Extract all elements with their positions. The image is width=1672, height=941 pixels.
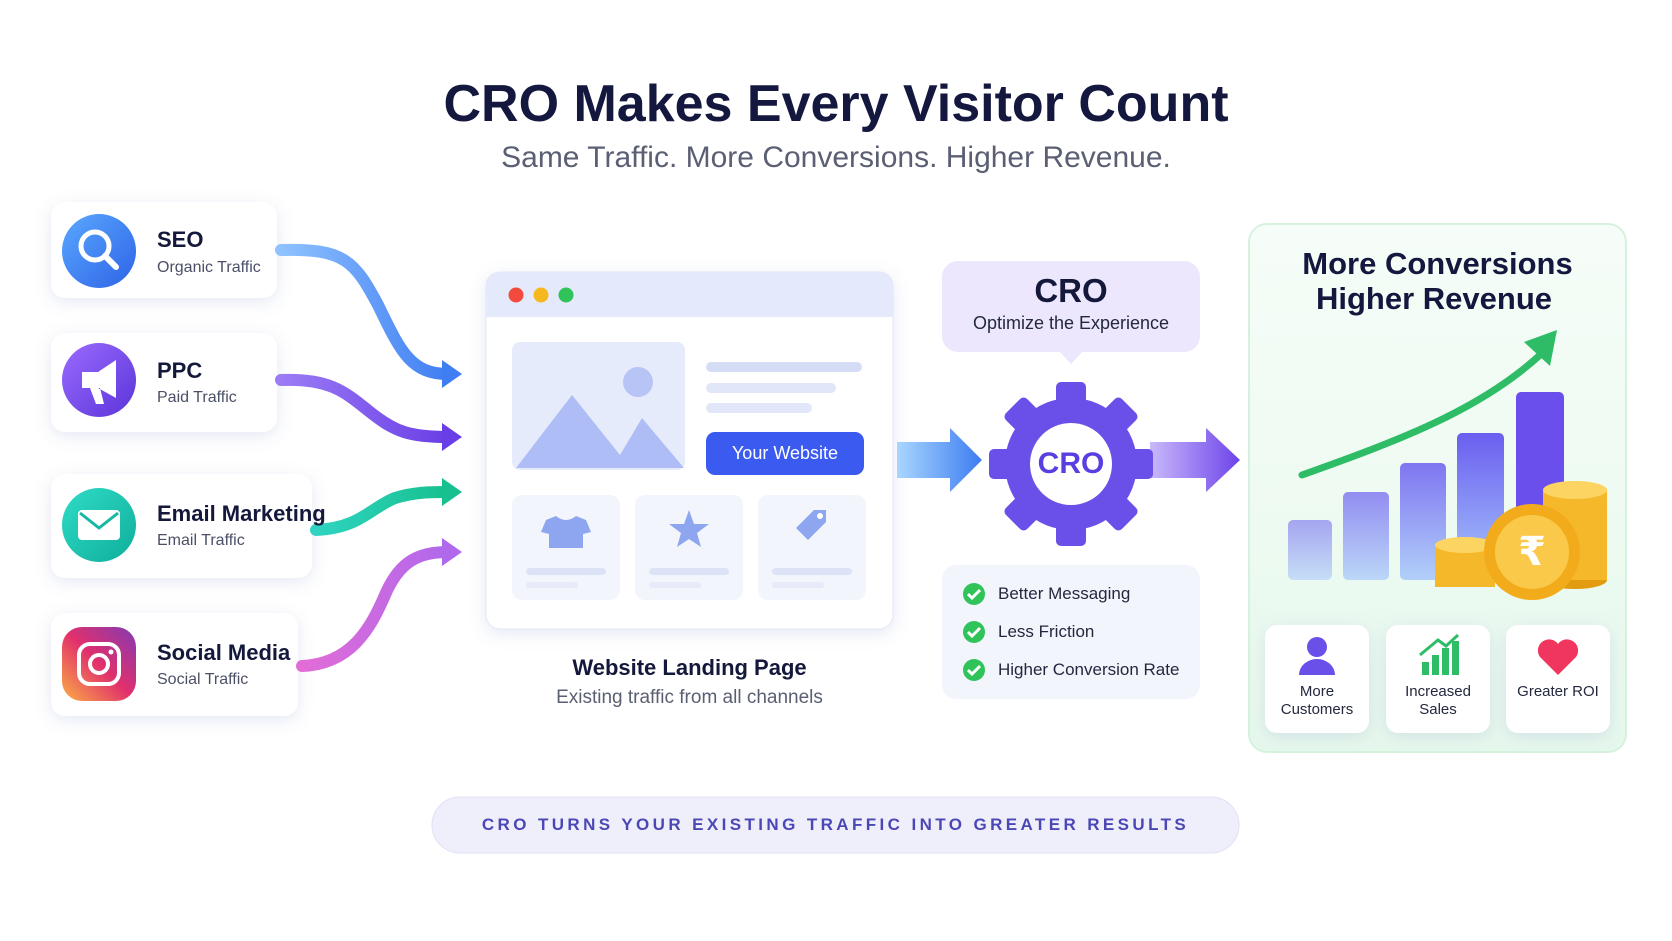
decoration bbox=[1543, 481, 1607, 499]
traffic-arrows bbox=[275, 243, 454, 672]
decoration bbox=[1452, 641, 1459, 675]
arrow bbox=[296, 546, 454, 672]
cro-subtitle: Optimize the Experience bbox=[972, 313, 1170, 333]
pointer bbox=[1060, 352, 1082, 364]
seo-icon bbox=[102, 253, 119, 270]
instagram-icon bbox=[108, 649, 114, 655]
stat-label: Greater ROI bbox=[1517, 683, 1599, 700]
button-label: Your Website bbox=[731, 443, 839, 463]
decoration bbox=[1432, 655, 1439, 675]
arrowhead bbox=[442, 423, 462, 451]
website-button bbox=[706, 432, 864, 475]
instagram-icon bbox=[88, 653, 110, 675]
stat-card bbox=[1506, 625, 1610, 733]
check-icons bbox=[963, 583, 985, 681]
browser-bar bbox=[486, 272, 893, 317]
footer-banner bbox=[431, 796, 1240, 854]
text-line bbox=[706, 403, 812, 413]
shirt-icon bbox=[541, 516, 591, 548]
cro-box bbox=[942, 261, 1200, 352]
arrow bbox=[275, 243, 454, 380]
decoration bbox=[1030, 423, 1112, 505]
stat-card bbox=[1265, 625, 1369, 733]
product-cards bbox=[512, 495, 866, 600]
stat-label: More Customers bbox=[1280, 683, 1354, 718]
person-icon bbox=[1307, 637, 1327, 657]
source-label: Social Media bbox=[157, 640, 291, 665]
flow-arrow bbox=[1150, 428, 1240, 492]
gear bbox=[989, 382, 1153, 546]
decoration bbox=[1442, 648, 1449, 675]
text-line bbox=[526, 568, 606, 575]
arrow bbox=[310, 486, 454, 536]
window-dot bbox=[558, 287, 574, 303]
person-icon bbox=[1299, 659, 1335, 675]
sales-icon bbox=[1419, 633, 1460, 675]
window-dot bbox=[508, 287, 524, 303]
email-icon bbox=[78, 510, 120, 540]
arrow bbox=[275, 373, 454, 443]
decoration bbox=[1435, 537, 1495, 553]
sun bbox=[623, 367, 653, 397]
website-title: Website Landing Page bbox=[572, 655, 807, 680]
stat-card bbox=[1386, 625, 1490, 733]
stat-label: Increased Sales bbox=[1405, 683, 1471, 718]
title: CRO Makes Every Visitor Count bbox=[443, 75, 1229, 133]
text-line bbox=[649, 582, 701, 588]
seo-icon bbox=[78, 229, 112, 263]
text-line bbox=[706, 383, 836, 393]
source-sublabel: Organic Traffic bbox=[157, 259, 261, 276]
arrowhead bbox=[442, 360, 462, 388]
mountains bbox=[516, 395, 684, 468]
email-icon bbox=[79, 511, 119, 530]
growth-arrow bbox=[1298, 351, 1544, 479]
star-icon bbox=[669, 510, 709, 547]
results-title: Higher Revenue bbox=[1315, 281, 1552, 316]
arrowhead bbox=[442, 478, 462, 506]
website-subtitle: Existing traffic from all channels bbox=[556, 687, 823, 708]
window-dot bbox=[533, 287, 549, 303]
tag-icon bbox=[817, 513, 823, 519]
source-sublabel: Email Traffic bbox=[157, 532, 245, 549]
ppc-icon bbox=[82, 360, 116, 404]
bar bbox=[1400, 463, 1446, 580]
instagram-icon bbox=[62, 627, 136, 701]
decoration bbox=[1495, 515, 1569, 589]
flow-arrow bbox=[897, 428, 982, 492]
check bbox=[966, 588, 982, 677]
gear-label: CRO bbox=[1037, 447, 1105, 480]
growth-arrow bbox=[1524, 330, 1557, 366]
instagram-icon bbox=[77, 642, 121, 686]
arrowhead bbox=[442, 538, 462, 566]
source-label: PPC bbox=[157, 358, 203, 383]
decoration bbox=[1422, 662, 1429, 675]
bar bbox=[1288, 520, 1332, 580]
benefit: Better Messaging bbox=[998, 584, 1131, 603]
seo-icon bbox=[62, 214, 136, 288]
benefit: Less Friction bbox=[998, 622, 1095, 641]
decoration: ₹ bbox=[1518, 529, 1546, 575]
text-line bbox=[772, 568, 852, 575]
heart-icon bbox=[1537, 639, 1579, 675]
text-line bbox=[706, 362, 862, 372]
subtitle: Same Traffic. More Conversions. Higher R… bbox=[501, 141, 1171, 174]
benefits-box bbox=[942, 565, 1200, 699]
text-line bbox=[526, 582, 578, 588]
text-line bbox=[772, 582, 824, 588]
benefit: Higher Conversion Rate bbox=[998, 660, 1180, 679]
source-sublabel: Social Traffic bbox=[157, 671, 249, 688]
source-label: Email Marketing bbox=[157, 501, 326, 526]
footer-text: CRO TURNS YOUR EXISTING TRAFFIC INTO GRE… bbox=[481, 815, 1190, 834]
coins: ₹ bbox=[1435, 481, 1607, 600]
source-sublabel: Paid Traffic bbox=[157, 389, 237, 406]
results-title: More Conversions bbox=[1302, 246, 1573, 281]
text-line bbox=[649, 568, 729, 575]
cro-title: CRO bbox=[1034, 272, 1108, 309]
decoration bbox=[1419, 633, 1460, 657]
bar bbox=[1343, 492, 1389, 580]
source-label: SEO bbox=[157, 227, 204, 252]
stat-cards bbox=[1265, 625, 1610, 733]
